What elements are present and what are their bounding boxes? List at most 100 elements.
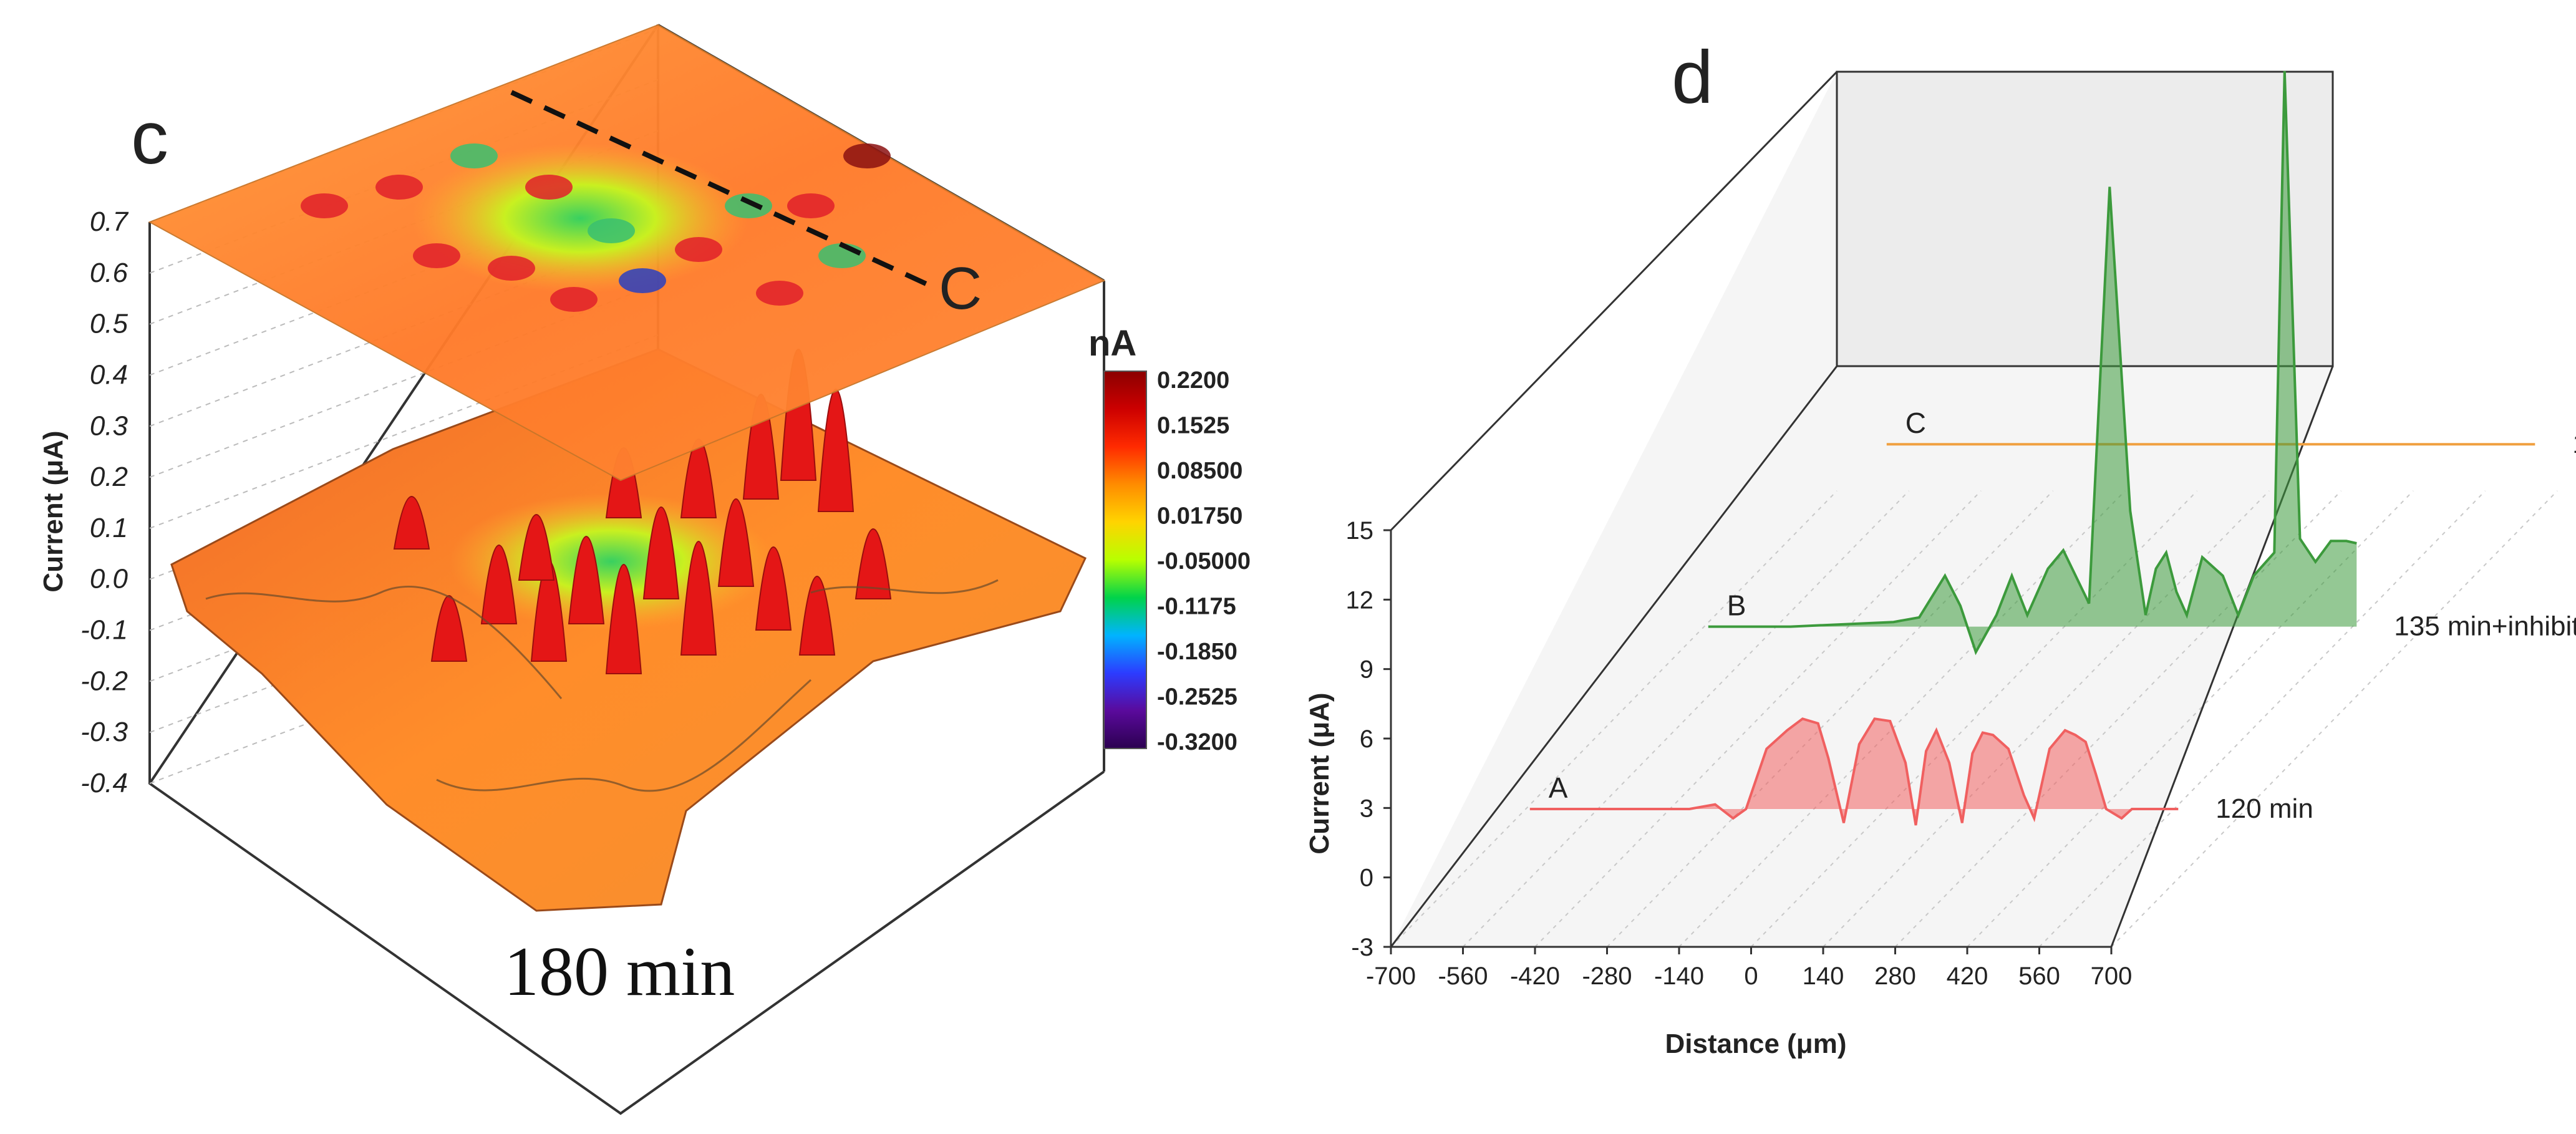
x-gridline: [1823, 490, 2270, 947]
panel-d-letter: d: [1672, 36, 1713, 119]
x-tick-label: -140: [1654, 962, 1704, 990]
x-tick-label: 140: [1803, 962, 1844, 990]
z-tick-label: 0.0: [90, 564, 128, 594]
y-tick-label: 0: [1360, 865, 1373, 892]
panel-d-grid: [1390, 490, 2558, 947]
surface-peak: [642, 506, 680, 599]
panel-c-top-plane: [148, 24, 1106, 482]
panel-d-series: [1529, 70, 2535, 826]
panel-d-x-ticks: -700 -560 -420 -280 -140 0 140 280 420 560 700: [1366, 947, 2132, 990]
hotspot: [450, 143, 498, 168]
x-tick-label: -560: [1438, 962, 1488, 990]
hotspot: [787, 193, 835, 218]
z-tick-label: 0.5: [90, 309, 128, 339]
series-line-B: [1708, 70, 2357, 656]
hotspot: [725, 193, 772, 218]
surface-peak: [518, 514, 555, 581]
surface-peak: [755, 546, 792, 631]
x-gridline: [1894, 490, 2342, 947]
x-gridline: [1606, 490, 2054, 947]
series-area-B: [1708, 70, 2357, 652]
x-gridline: [2038, 490, 2486, 947]
panel-d-y-axis-label: Current (μA): [1304, 692, 1335, 854]
hotspot: [756, 281, 803, 306]
hotspot: [550, 287, 598, 312]
panel-d: -700 -560 -420 -280 -140 0 140 280 420 560 700 151…: [1304, 36, 2576, 1059]
surface-peak: [480, 545, 518, 624]
surface-peak: [798, 576, 836, 656]
hotspot: [301, 193, 348, 218]
x-gridline: [1967, 490, 2414, 947]
y-tick-label: 6: [1360, 725, 1373, 753]
y-tick-label: 15: [1346, 517, 1374, 545]
z-tick-label: -0.4: [80, 768, 128, 798]
series-name-B: 135 min+inhibitor: [2394, 611, 2576, 642]
x-gridline: [2111, 490, 2558, 947]
colorbar-tick-label: -0.1175: [1157, 594, 1236, 620]
surface-peak: [680, 541, 717, 656]
panel-c: 0.7 0.6 0.5 0.4 0.3 0.2 0.1 0.0 -0.1 -0.2 -0.3 -0.4…: [38, 24, 1251, 1115]
colorbar-unit: nA: [1088, 323, 1136, 364]
panel-c-y-axis-label: Current (μA): [38, 430, 69, 592]
panel-c-top-hotspots: [301, 143, 891, 312]
series-letter-C: C: [1905, 407, 1926, 439]
hotspot: [675, 237, 722, 262]
colorbar-tick-label: -0.05000: [1157, 548, 1251, 574]
z-tick-label: 0.2: [90, 462, 128, 492]
hotspot: [619, 268, 666, 293]
z-tick-label: 0.7: [90, 206, 129, 237]
panel-c-title: 180 min: [504, 933, 735, 1010]
x-tick-label: -280: [1582, 962, 1632, 990]
section-label: C: [939, 255, 982, 322]
z-tick-label: 0.6: [90, 258, 128, 288]
x-tick-label: 560: [2018, 962, 2060, 990]
x-tick-label: 0: [1744, 962, 1758, 990]
surface-peak: [393, 496, 430, 550]
z-tick-label: 0.3: [90, 410, 128, 441]
x-gridline: [1750, 490, 2198, 947]
surface-peak: [717, 498, 755, 587]
hotspot: [588, 218, 635, 243]
series-name-C: 180 min+inhibitor: [2572, 429, 2576, 459]
surface-peak: [605, 564, 642, 674]
panel-c-surface: [170, 348, 1087, 912]
colorbar-tick-label: 0.08500: [1157, 458, 1242, 484]
hotspot: [843, 143, 891, 168]
series-line-A: [1529, 717, 2179, 826]
z-tick-label: 0.4: [90, 359, 128, 390]
colorbar-tick-label: 0.01750: [1157, 503, 1242, 530]
y-tick-label: 9: [1360, 656, 1373, 684]
colorbar-scale: [1103, 371, 1147, 749]
x-tick-label: 700: [2091, 962, 2133, 990]
x-tick-label: -700: [1366, 962, 1416, 990]
y-tick-label: 3: [1360, 795, 1373, 822]
x-tick-label: 280: [1874, 962, 1916, 990]
hotspot: [375, 175, 423, 200]
colorbar-tick-label: 0.1525: [1157, 413, 1229, 439]
colorbar-tick-label: -0.1850: [1157, 639, 1237, 665]
x-gridline: [1462, 490, 1910, 947]
panel-c-letter: c: [131, 96, 168, 180]
z-tick-label: -0.2: [80, 666, 128, 696]
colorbar-tick-label: -0.3200: [1157, 729, 1237, 755]
surface-peak: [430, 595, 468, 662]
surface-peak: [855, 528, 892, 599]
panel-c-z-ticks: 0.7 0.6 0.5 0.4 0.3 0.2 0.1 0.0 -0.1 -0.2 -0.3 -0.4: [80, 206, 128, 798]
x-tick-label: -420: [1510, 962, 1560, 990]
z-tick-label: -0.3: [80, 717, 128, 747]
panel-d-back-wall: [1836, 70, 2334, 367]
surface-peak: [817, 389, 855, 512]
z-tick-label: 0.1: [90, 513, 128, 543]
series-letter-A: A: [1549, 772, 1568, 804]
hotspot: [413, 243, 460, 268]
panel-d-x-axis-label: Distance (μm): [1665, 1029, 1847, 1059]
x-gridline: [1390, 490, 1838, 947]
z-tick-label: -0.1: [80, 615, 128, 646]
colorbar: nA 0.2200 0.1525 0.08500 0.01750 -0.05000 -0.…: [1088, 323, 1251, 755]
series-name-A: 120 min: [2215, 793, 2313, 824]
colorbar-tick-label: -0.2525: [1157, 684, 1237, 710]
panel-d-series-labels: C 180 min+inhibitor B 135 min+inhibitor A 120…: [1549, 407, 2576, 824]
colorbar-labels: 0.2200 0.1525 0.08500 0.01750 -0.05000 -0.117…: [1157, 367, 1251, 755]
section-line: [510, 90, 937, 291]
